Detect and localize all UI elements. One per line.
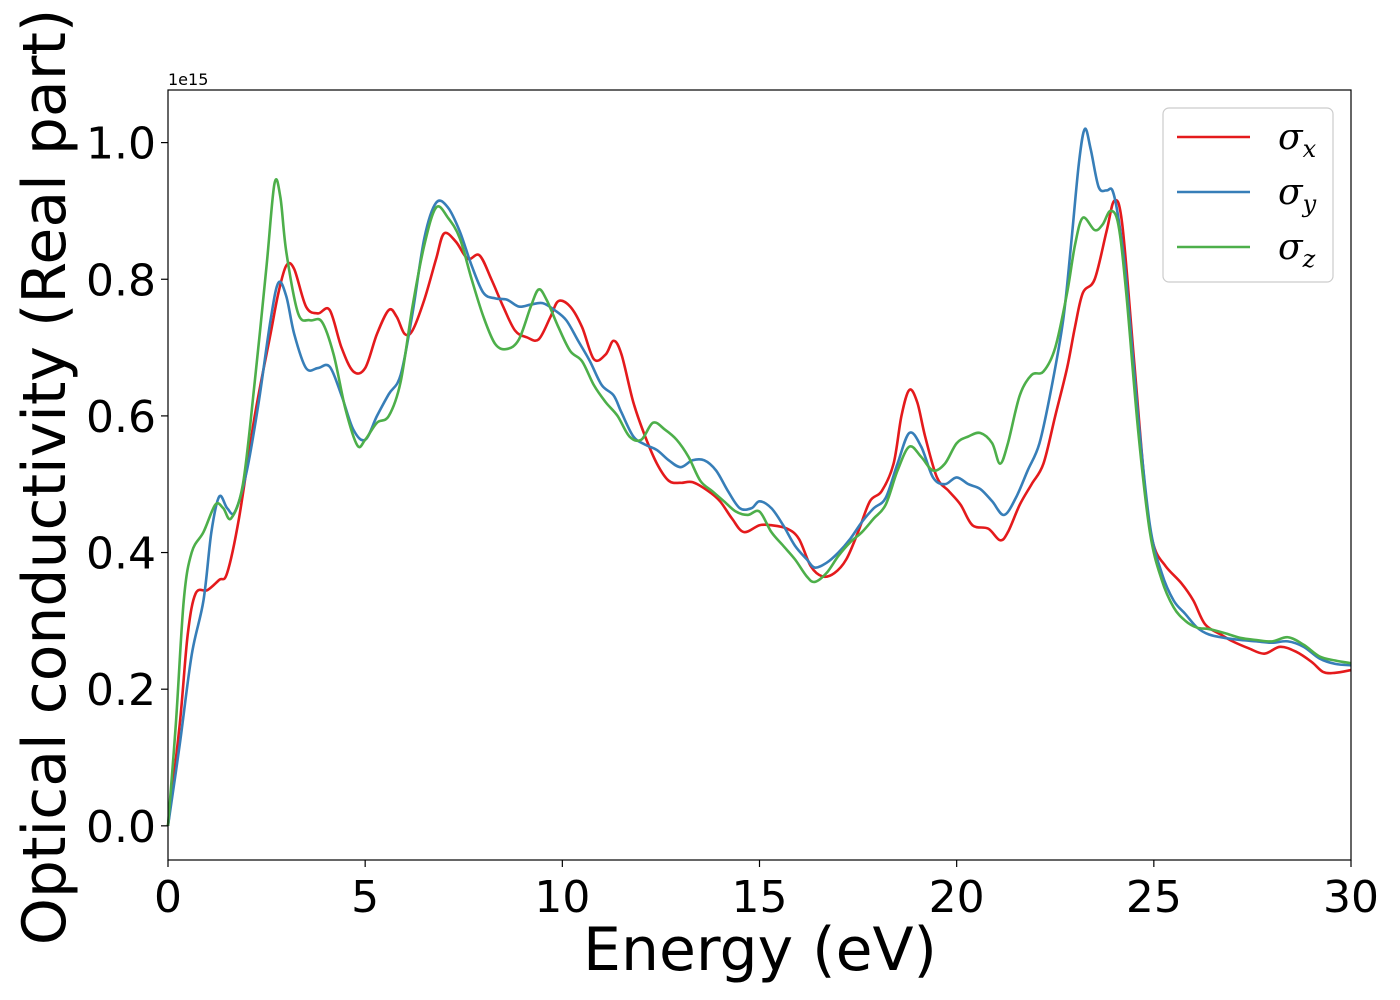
y-tick-label: 0.6 (86, 392, 156, 443)
legend: σx σy σz (1162, 107, 1334, 283)
series-line-sigma-x (166, 198, 1352, 826)
x-tick-label: 5 (351, 872, 379, 923)
series-line-sigma-z (166, 178, 1352, 826)
y-tick-label: 0.4 (86, 529, 156, 580)
x-axis: 0 5 10 15 20 25 30 (154, 860, 1379, 923)
x-tick-label: 0 (154, 872, 182, 923)
y-offset-label: 1e15 (168, 70, 208, 89)
x-tick-label: 10 (534, 872, 590, 923)
legend-label-sigma-x: σx (1278, 117, 1317, 163)
x-tick-label: 20 (929, 872, 985, 923)
y-axis-label: Optical conductivity (Real part) (10, 9, 80, 946)
x-tick-label: 30 (1323, 872, 1379, 923)
x-axis-label: Energy (eV) (583, 915, 937, 985)
x-tick-label: 15 (732, 872, 788, 923)
legend-label-sigma-z: σz (1278, 227, 1316, 273)
legend-label-sigma-y: σy (1278, 172, 1317, 218)
y-tick-label: 1.0 (86, 119, 156, 170)
series-lines (166, 127, 1352, 827)
legend-box (1162, 107, 1334, 283)
x-tick-label: 25 (1126, 872, 1182, 923)
y-axis: 0.0 0.2 0.4 0.6 0.8 1.0 (86, 119, 168, 853)
y-tick-label: 0.2 (86, 665, 156, 716)
y-tick-label: 0.0 (86, 802, 156, 853)
y-tick-label: 0.8 (86, 255, 156, 306)
